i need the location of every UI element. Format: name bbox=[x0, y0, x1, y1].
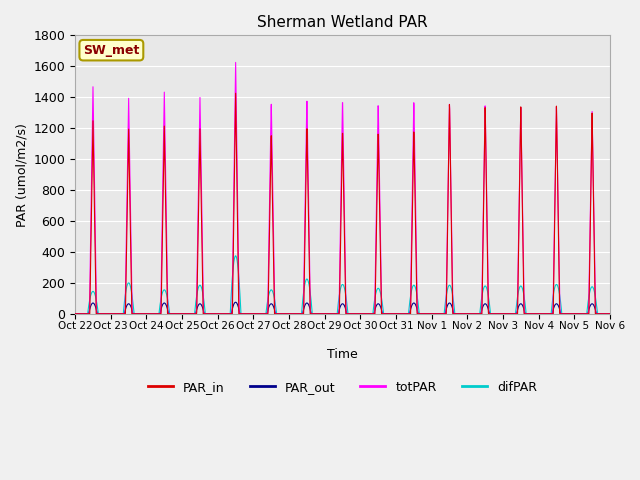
X-axis label: Time: Time bbox=[327, 348, 358, 361]
Y-axis label: PAR (umol/m2/s): PAR (umol/m2/s) bbox=[15, 123, 28, 227]
Legend: PAR_in, PAR_out, totPAR, difPAR: PAR_in, PAR_out, totPAR, difPAR bbox=[143, 376, 542, 399]
Text: SW_met: SW_met bbox=[83, 44, 140, 57]
Title: Sherman Wetland PAR: Sherman Wetland PAR bbox=[257, 15, 428, 30]
